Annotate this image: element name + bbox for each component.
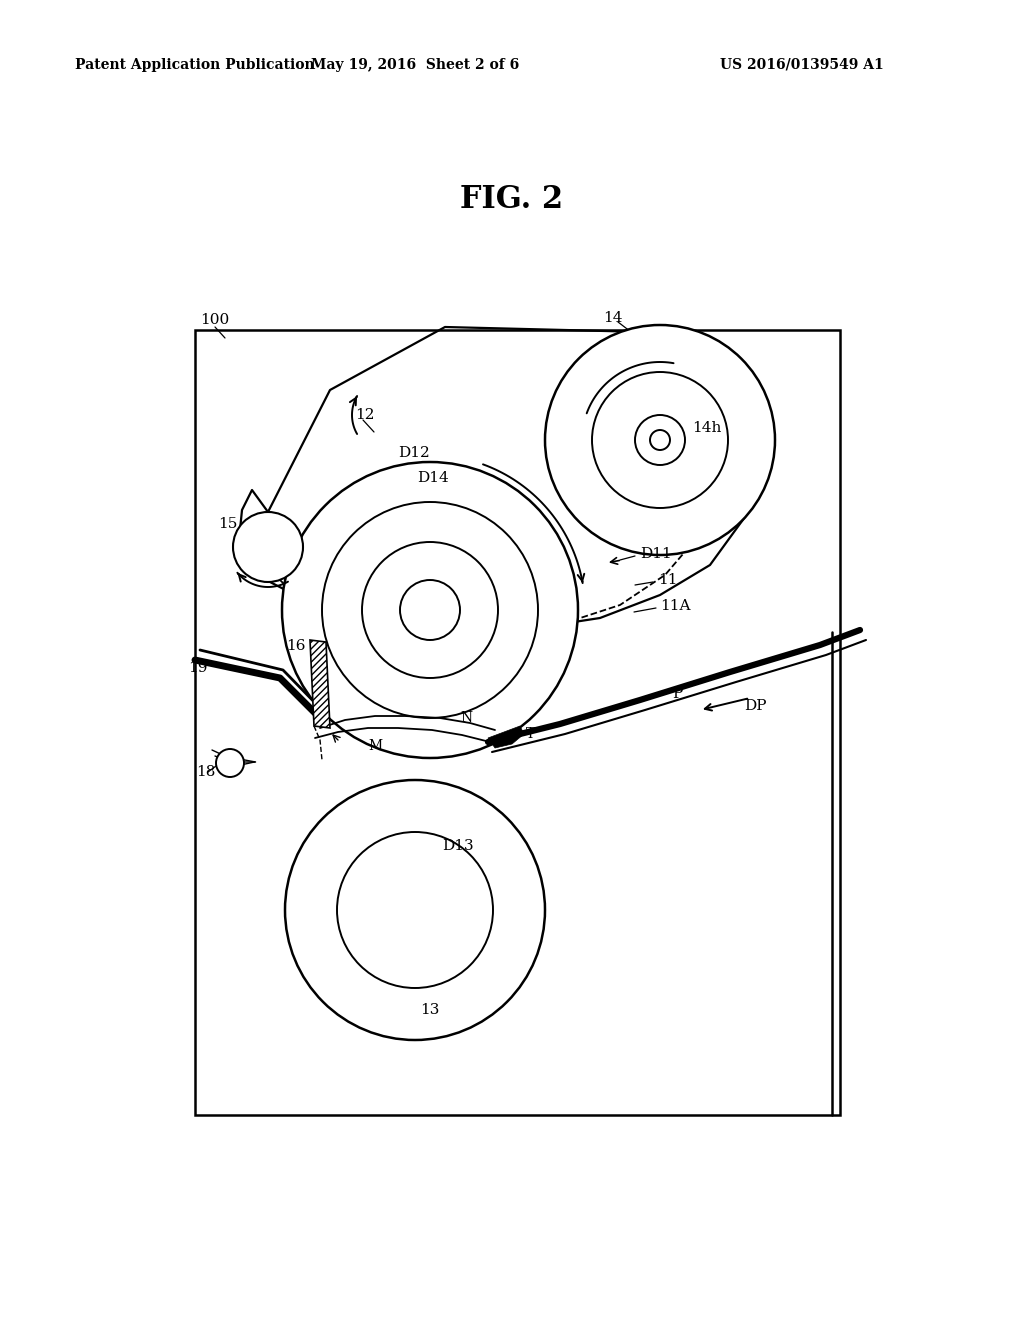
Circle shape xyxy=(322,502,538,718)
Circle shape xyxy=(400,579,460,640)
Circle shape xyxy=(285,780,545,1040)
Circle shape xyxy=(650,430,670,450)
Polygon shape xyxy=(488,726,524,748)
Text: 13: 13 xyxy=(420,1003,439,1016)
Circle shape xyxy=(635,414,685,465)
Text: D11: D11 xyxy=(640,546,672,561)
Circle shape xyxy=(592,372,728,508)
Text: P: P xyxy=(672,686,682,701)
Circle shape xyxy=(362,543,498,678)
Circle shape xyxy=(337,832,493,987)
Text: 12: 12 xyxy=(355,408,375,422)
Circle shape xyxy=(545,325,775,554)
Text: 14h: 14h xyxy=(692,421,721,436)
Text: T: T xyxy=(526,727,536,741)
Circle shape xyxy=(282,462,578,758)
Text: FIG. 2: FIG. 2 xyxy=(461,185,563,215)
Text: US 2016/0139549 A1: US 2016/0139549 A1 xyxy=(720,58,884,73)
Text: D14: D14 xyxy=(417,471,449,484)
Text: DP: DP xyxy=(744,700,767,713)
Text: 14: 14 xyxy=(603,312,623,325)
Text: N: N xyxy=(460,711,472,725)
Text: May 19, 2016  Sheet 2 of 6: May 19, 2016 Sheet 2 of 6 xyxy=(311,58,519,73)
Text: 11: 11 xyxy=(658,573,678,587)
Text: 19: 19 xyxy=(188,661,208,675)
Text: Patent Application Publication: Patent Application Publication xyxy=(75,58,314,73)
Text: D12: D12 xyxy=(398,446,430,459)
Bar xyxy=(195,330,840,1115)
Polygon shape xyxy=(310,640,330,729)
Text: 100: 100 xyxy=(200,313,229,327)
Text: 16: 16 xyxy=(286,639,305,653)
Text: 18: 18 xyxy=(196,766,215,779)
Text: 11A: 11A xyxy=(660,599,690,612)
Text: 15: 15 xyxy=(218,517,238,531)
Circle shape xyxy=(233,512,303,582)
Circle shape xyxy=(216,748,244,777)
Text: M: M xyxy=(368,739,382,752)
Text: D13: D13 xyxy=(442,840,474,853)
